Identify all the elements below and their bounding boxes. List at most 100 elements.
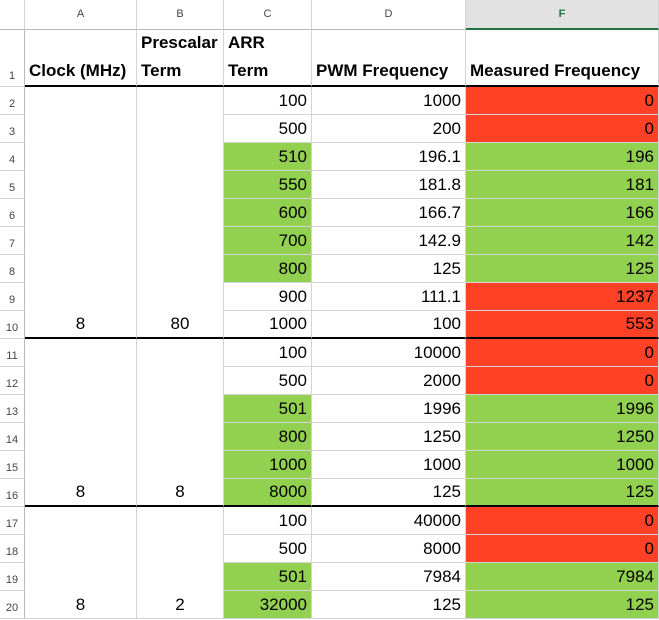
- cell[interactable]: [137, 283, 224, 311]
- cell[interactable]: [137, 563, 224, 591]
- cell[interactable]: [25, 87, 137, 115]
- cell[interactable]: [137, 395, 224, 423]
- cell[interactable]: 1996: [312, 395, 466, 423]
- cell[interactable]: [137, 171, 224, 199]
- cell[interactable]: 181.8: [312, 171, 466, 199]
- row-header[interactable]: 20: [0, 591, 25, 619]
- cell[interactable]: 196.1: [312, 143, 466, 171]
- cell[interactable]: 142.9: [312, 227, 466, 255]
- corner[interactable]: [0, 0, 25, 30]
- cell[interactable]: [137, 423, 224, 451]
- cell[interactable]: [25, 563, 137, 591]
- cell[interactable]: 0: [466, 115, 659, 143]
- cell[interactable]: 100: [224, 339, 312, 367]
- row-header[interactable]: 13: [0, 395, 25, 423]
- cell[interactable]: 1237: [466, 283, 659, 311]
- cell[interactable]: 7984: [466, 563, 659, 591]
- cell[interactable]: 8: [25, 311, 137, 339]
- cell[interactable]: 125: [312, 255, 466, 283]
- cell[interactable]: [137, 87, 224, 115]
- cell[interactable]: 125: [466, 255, 659, 283]
- cell[interactable]: 196: [466, 143, 659, 171]
- cell[interactable]: [137, 143, 224, 171]
- cell[interactable]: [25, 367, 137, 395]
- cell[interactable]: 800: [224, 255, 312, 283]
- cell[interactable]: [25, 339, 137, 367]
- cell[interactable]: [25, 227, 137, 255]
- cell[interactable]: 700: [224, 227, 312, 255]
- cell[interactable]: 8: [25, 479, 137, 507]
- cell[interactable]: 166: [466, 199, 659, 227]
- row-header[interactable]: 19: [0, 563, 25, 591]
- row-header[interactable]: 1: [0, 30, 25, 87]
- cell[interactable]: 501: [224, 563, 312, 591]
- row-header[interactable]: 10: [0, 311, 25, 339]
- cell[interactable]: [137, 367, 224, 395]
- cell[interactable]: [25, 255, 137, 283]
- row-header[interactable]: 4: [0, 143, 25, 171]
- cell[interactable]: 200: [312, 115, 466, 143]
- cell[interactable]: 80: [137, 311, 224, 339]
- header-cell[interactable]: Clock (MHz): [25, 30, 137, 87]
- row-header[interactable]: 2: [0, 87, 25, 115]
- cell[interactable]: 501: [224, 395, 312, 423]
- cell[interactable]: [25, 199, 137, 227]
- cell[interactable]: 8: [25, 591, 137, 619]
- cell[interactable]: 125: [466, 479, 659, 507]
- cell[interactable]: 100: [312, 311, 466, 339]
- cell[interactable]: [25, 535, 137, 563]
- row-header[interactable]: 3: [0, 115, 25, 143]
- cell[interactable]: 10000: [312, 339, 466, 367]
- cell[interactable]: 800: [224, 423, 312, 451]
- cell[interactable]: 40000: [312, 507, 466, 535]
- cell[interactable]: 32000: [224, 591, 312, 619]
- cell[interactable]: 500: [224, 367, 312, 395]
- cell[interactable]: 8000: [224, 479, 312, 507]
- cell[interactable]: 550: [224, 171, 312, 199]
- cell[interactable]: 0: [466, 507, 659, 535]
- cell[interactable]: 1996: [466, 395, 659, 423]
- cell[interactable]: 7984: [312, 563, 466, 591]
- row-header[interactable]: 8: [0, 255, 25, 283]
- cell[interactable]: 900: [224, 283, 312, 311]
- cell[interactable]: 125: [312, 479, 466, 507]
- row-header[interactable]: 11: [0, 339, 25, 367]
- cell[interactable]: 8: [137, 479, 224, 507]
- cell[interactable]: 1250: [312, 423, 466, 451]
- row-header[interactable]: 7: [0, 227, 25, 255]
- cell[interactable]: [25, 171, 137, 199]
- row-header[interactable]: 18: [0, 535, 25, 563]
- cell[interactable]: [25, 507, 137, 535]
- cell[interactable]: [25, 451, 137, 479]
- cell[interactable]: 1000: [312, 451, 466, 479]
- cell[interactable]: 0: [466, 87, 659, 115]
- cell[interactable]: [137, 339, 224, 367]
- cell[interactable]: 600: [224, 199, 312, 227]
- cell[interactable]: [137, 535, 224, 563]
- cell[interactable]: [137, 199, 224, 227]
- cell[interactable]: 125: [466, 591, 659, 619]
- column-header[interactable]: B: [137, 0, 224, 30]
- cell[interactable]: 2: [137, 591, 224, 619]
- row-header[interactable]: 14: [0, 423, 25, 451]
- column-header[interactable]: A: [25, 0, 137, 30]
- cell[interactable]: 166.7: [312, 199, 466, 227]
- cell[interactable]: 100: [224, 507, 312, 535]
- cell[interactable]: [137, 507, 224, 535]
- header-cell[interactable]: Measured Frequency: [466, 30, 659, 87]
- cell[interactable]: 500: [224, 115, 312, 143]
- row-header[interactable]: 15: [0, 451, 25, 479]
- cell[interactable]: 181: [466, 171, 659, 199]
- cell[interactable]: 1000: [312, 87, 466, 115]
- header-cell[interactable]: Prescalar Term: [137, 30, 224, 87]
- row-header[interactable]: 5: [0, 171, 25, 199]
- cell[interactable]: 125: [312, 591, 466, 619]
- cell[interactable]: [25, 283, 137, 311]
- cell[interactable]: [25, 395, 137, 423]
- column-header[interactable]: F: [466, 0, 659, 30]
- column-header[interactable]: C: [224, 0, 312, 30]
- cell[interactable]: 8000: [312, 535, 466, 563]
- header-cell[interactable]: ARR Term: [224, 30, 312, 87]
- cell[interactable]: 0: [466, 367, 659, 395]
- row-header[interactable]: 9: [0, 283, 25, 311]
